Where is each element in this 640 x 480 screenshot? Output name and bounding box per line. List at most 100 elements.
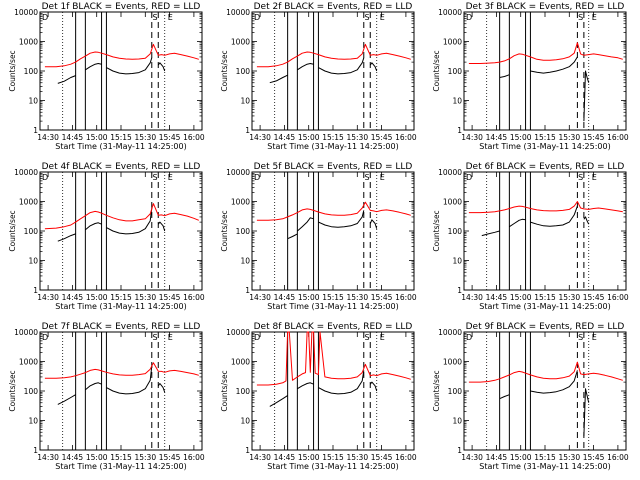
- series-line-events: [318, 210, 365, 228]
- y-tick-label: 1000: [19, 38, 38, 47]
- x-tick-label: 16:00: [395, 453, 417, 462]
- x-tick-label: 15:45: [583, 293, 605, 302]
- y-tick-label: 1000: [231, 38, 250, 47]
- x-axis-label: Start Time (31-May-11 14:25:00): [479, 462, 610, 471]
- series-line-events: [297, 382, 314, 390]
- series-line-events: [157, 62, 166, 72]
- corner-label-s: S: [578, 333, 583, 342]
- y-axis-label: Counts/sec: [8, 50, 17, 91]
- y-tick-label: 10000: [438, 328, 462, 337]
- x-tick-label: 14:30: [249, 453, 271, 462]
- corner-label-e: E: [168, 173, 173, 182]
- x-tick-label: 16:00: [607, 133, 629, 142]
- corner-label-d: D: [466, 333, 472, 342]
- chart-title: Det 7f BLACK = Events, RED = LLD: [42, 322, 201, 332]
- chart-title: Det 5f BLACK = Events, RED = LLD: [254, 162, 413, 172]
- y-tick-label: 100: [448, 387, 463, 396]
- series-line-events: [85, 382, 102, 391]
- corner-label-s: S: [152, 333, 157, 342]
- x-tick-label: 15:30: [558, 133, 580, 142]
- corner-label-s: S: [364, 13, 369, 22]
- y-tick-label: 1000: [443, 358, 462, 367]
- y-tick-label: 1000: [231, 358, 250, 367]
- y-tick-label: 1: [457, 446, 462, 455]
- series-line-events: [106, 207, 153, 235]
- y-tick-label: 100: [24, 387, 39, 396]
- y-axis-label: Counts/sec: [220, 210, 229, 251]
- series-line-lld: [44, 203, 199, 230]
- y-tick-label: 10: [452, 97, 462, 106]
- x-tick-label: 14:30: [249, 133, 271, 142]
- y-tick-label: 10: [452, 417, 462, 426]
- x-axis-label: Start Time (31-May-11 14:25:00): [267, 302, 398, 311]
- y-tick-label: 10000: [438, 8, 462, 17]
- corner-label-s: S: [578, 13, 583, 22]
- y-tick-label: 100: [236, 387, 251, 396]
- x-tick-label: 15:45: [371, 453, 393, 462]
- x-tick-label: 14:30: [37, 453, 59, 462]
- y-tick-label: 10: [28, 97, 38, 106]
- y-tick-label: 10000: [14, 328, 38, 337]
- x-tick-label: 15:00: [86, 453, 108, 462]
- x-tick-label: 15:15: [110, 293, 132, 302]
- series-line-events: [583, 70, 590, 122]
- y-tick-label: 10000: [14, 8, 38, 17]
- corner-label-s: S: [578, 173, 583, 182]
- y-tick-label: 10: [240, 417, 250, 426]
- x-tick-label: 15:15: [322, 133, 344, 142]
- series-line-events: [297, 217, 314, 232]
- x-tick-label: 14:45: [274, 133, 296, 142]
- corner-label-e: E: [592, 13, 597, 22]
- x-tick-label: 15:00: [298, 293, 320, 302]
- corner-label-e: E: [380, 173, 385, 182]
- x-tick-label: 15:45: [371, 293, 393, 302]
- x-tick-label: 14:45: [486, 293, 508, 302]
- x-tick-label: 15:00: [298, 453, 320, 462]
- y-tick-label: 100: [24, 67, 39, 76]
- x-axis-label: Start Time (31-May-11 14:25:00): [479, 302, 610, 311]
- series-line-lld: [44, 362, 199, 379]
- x-tick-label: 14:45: [274, 453, 296, 462]
- x-tick-label: 15:15: [322, 293, 344, 302]
- corner-label-d: D: [466, 173, 472, 182]
- series-line-events: [481, 230, 500, 237]
- x-tick-label: 15:30: [558, 293, 580, 302]
- y-tick-label: 10: [240, 257, 250, 266]
- series-line-events: [297, 63, 314, 71]
- x-tick-label: 15:45: [583, 453, 605, 462]
- x-tick-label: 15:00: [86, 133, 108, 142]
- series-line-events: [583, 216, 590, 225]
- series-line-lld: [256, 43, 411, 68]
- series-line-events: [530, 56, 578, 74]
- x-tick-label: 16:00: [607, 453, 629, 462]
- chart-title: Det 9f BLACK = Events, RED = LLD: [466, 322, 625, 332]
- x-axis-label: Start Time (31-May-11 14:25:00): [267, 142, 398, 151]
- y-axis-label: Counts/sec: [432, 370, 441, 411]
- series-line-events: [499, 394, 510, 400]
- x-tick-label: 16:00: [395, 293, 417, 302]
- series-line-lld: [468, 42, 623, 64]
- chart-title: Det 2f BLACK = Events, RED = LLD: [254, 2, 413, 12]
- corner-label-d: D: [254, 173, 260, 182]
- chart-title: Det 8f BLACK = Events, RED = LLD: [254, 322, 413, 332]
- y-tick-label: 1000: [443, 38, 462, 47]
- y-tick-label: 10000: [226, 328, 250, 337]
- x-tick-label: 15:00: [510, 293, 532, 302]
- y-tick-label: 100: [448, 227, 463, 236]
- y-tick-label: 1: [33, 446, 38, 455]
- corner-label-d: D: [42, 333, 48, 342]
- x-tick-label: 15:30: [346, 453, 368, 462]
- corner-label-d: D: [466, 13, 472, 22]
- y-tick-label: 1000: [19, 358, 38, 367]
- x-tick-label: 15:15: [534, 453, 556, 462]
- y-tick-label: 1: [245, 286, 250, 295]
- x-tick-label: 14:30: [249, 293, 271, 302]
- x-tick-label: 15:15: [322, 453, 344, 462]
